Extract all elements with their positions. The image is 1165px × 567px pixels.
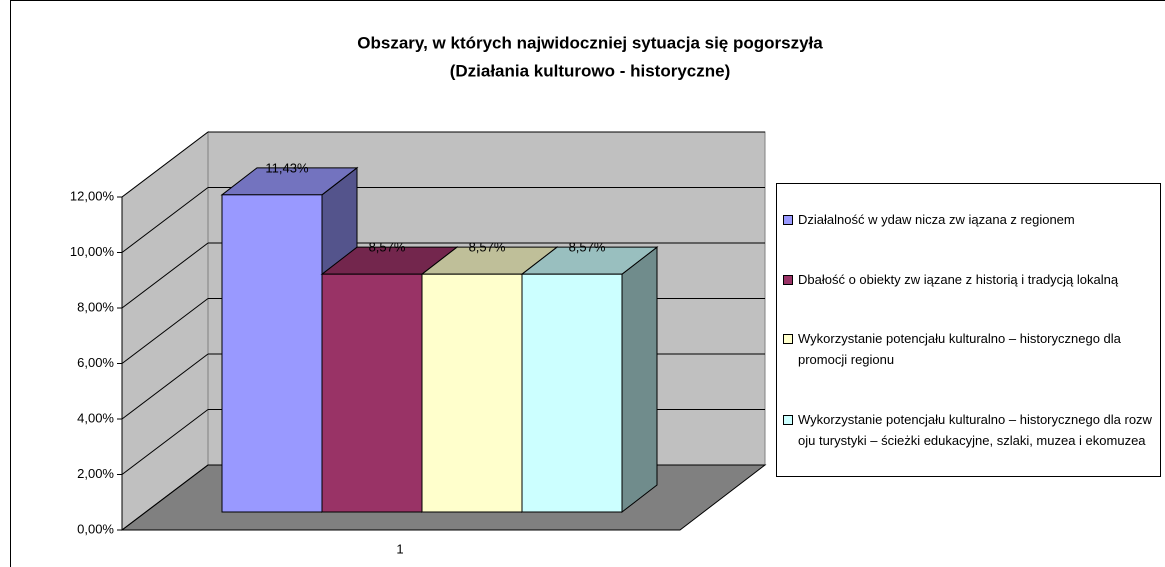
bar — [421, 273, 523, 513]
grid-line — [121, 131, 209, 198]
legend-swatch — [783, 215, 793, 226]
chart-subtitle: (Działania kulturowo - historyczne) — [450, 61, 731, 80]
value-label: 8,57% — [469, 240, 506, 255]
legend-item: Działalność w ydaw nicza zw iązana z reg… — [781, 209, 1156, 230]
legend-item: Wykorzystanie potencjału kulturalno – hi… — [781, 328, 1156, 370]
legend-label: Dbałość o obiekty zw iązane z historią i… — [798, 271, 1119, 287]
chart-title: Obszary, w których najwidoczniej sytuacj… — [357, 33, 823, 52]
bar — [521, 273, 623, 513]
bar — [321, 273, 423, 513]
grid-line — [121, 187, 209, 253]
y-tick-label: 6,00% — [77, 355, 114, 370]
legend-swatch — [783, 274, 793, 285]
grid-line — [121, 464, 209, 531]
grid-line — [121, 353, 209, 420]
x-tick-label: 1 — [396, 541, 403, 556]
grid-line — [121, 298, 209, 364]
y-tick-label: 0,00% — [77, 521, 114, 536]
y-tick-label: 10,00% — [70, 244, 115, 259]
bar-side — [621, 246, 658, 514]
y-tick-label: 2,00% — [77, 466, 114, 481]
legend-label: Wykorzystanie potencjału kulturalno – hi… — [798, 411, 1152, 448]
y-tick-label: 4,00% — [77, 410, 114, 425]
legend: Działalność w ydaw nicza zw iązana z reg… — [776, 183, 1161, 477]
grid-line — [121, 242, 209, 309]
y-tick-label: 12,00% — [70, 188, 115, 203]
legend-label: Działalność w ydaw nicza zw iązana z reg… — [798, 212, 1075, 228]
value-label: 11,43% — [265, 160, 309, 175]
grid-line — [121, 409, 209, 475]
chart-border — [10, 0, 1165, 567]
y-tick-label: 8,00% — [77, 299, 114, 314]
legend-swatch — [783, 414, 793, 425]
value-label: 8,57% — [369, 240, 406, 255]
legend-item: Dbałość o obiekty zw iązane z historią i… — [781, 269, 1156, 290]
bar — [221, 194, 323, 513]
legend-swatch — [783, 334, 793, 345]
legend-label: Wykorzystanie potencjału kulturalno – hi… — [798, 331, 1121, 368]
value-label: 8,57% — [569, 240, 606, 255]
legend-item: Wykorzystanie potencjału kulturalno – hi… — [781, 409, 1156, 451]
